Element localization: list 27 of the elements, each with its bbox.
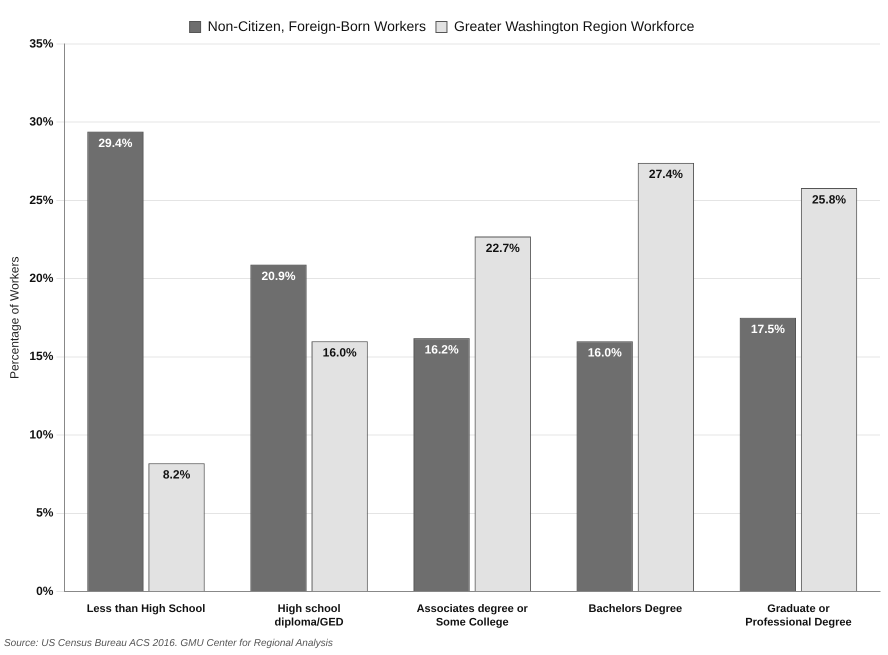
source-note: Source: US Census Bureau ACS 2016. GMU Center for Regional Analysis	[4, 638, 333, 649]
y-tick-label: 25%	[29, 192, 54, 207]
y-tick-label: 30%	[29, 114, 54, 129]
y-tick-label: 20%	[29, 271, 54, 285]
data-label: 27.4%	[648, 167, 684, 182]
data-label: 8.2%	[162, 468, 191, 482]
y-tick-label: 10%	[29, 427, 54, 442]
legend-label: Non-Citizen, Foreign-Born Workers	[208, 18, 426, 34]
x-tick-label: High school diploma/GED	[274, 603, 344, 628]
legend-label: Greater Washington Region Workforce	[454, 18, 695, 34]
y-tick-label: 15%	[29, 349, 54, 364]
data-label: 20.9%	[261, 268, 296, 283]
data-label: 16.0%	[322, 346, 358, 360]
data-label: 22.7%	[486, 240, 520, 255]
data-label: 29.4%	[98, 136, 133, 150]
y-tick-label: 5%	[36, 506, 54, 520]
y-tick-label: 0%	[36, 584, 54, 598]
x-tick-label: Less than High School	[86, 603, 206, 616]
x-tick-label: Associates degree or Some College	[416, 603, 529, 628]
x-tick-label: Bachelors Degree	[588, 603, 682, 616]
y-axis-title: Percentage of Workers	[8, 256, 22, 380]
data-label: 25.8%	[812, 192, 846, 206]
data-label: 17.5%	[750, 322, 786, 336]
data-label: 16.0%	[588, 346, 622, 360]
x-tick-label: Graduate or Professional Degree	[745, 603, 852, 628]
data-label: 16.2%	[424, 342, 459, 356]
y-tick-label: 35%	[29, 36, 54, 50]
